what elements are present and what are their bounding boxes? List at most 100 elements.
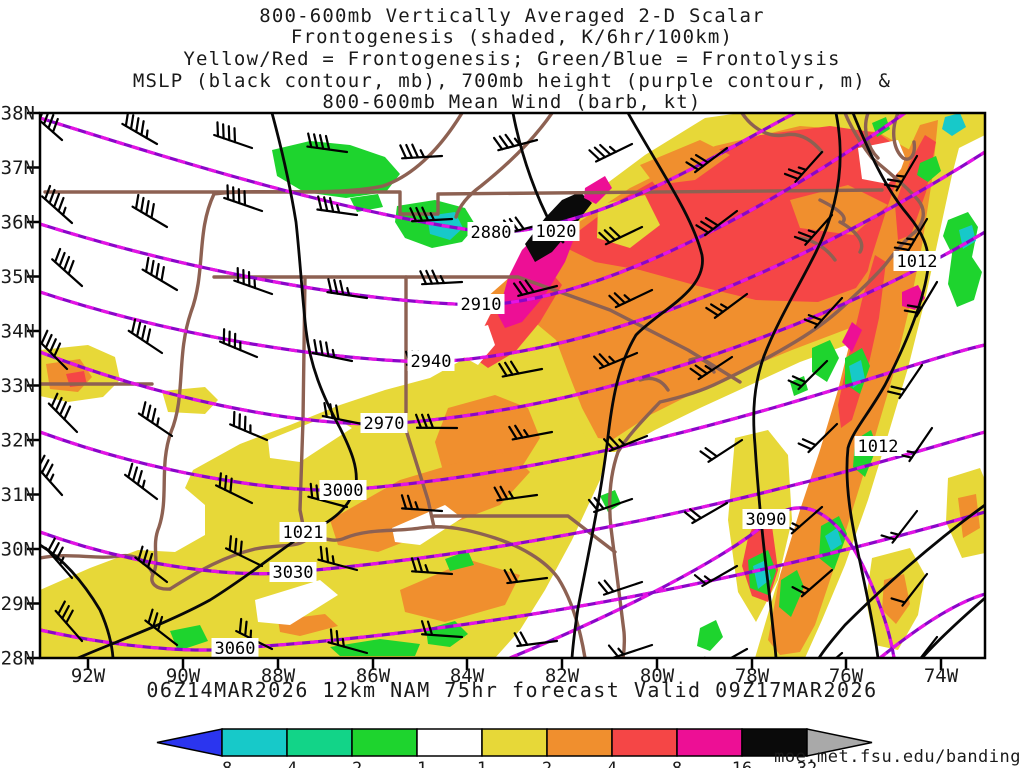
wind-barb: [593, 351, 639, 370]
geo-border: [212, 113, 464, 196]
wind-barb: [327, 628, 369, 655]
height-contour-dash: [878, 592, 985, 658]
lon-tick-label: 78W: [735, 665, 770, 687]
height-contour: [40, 430, 985, 576]
shaded-region-white: [460, 325, 495, 365]
shaded-region-green: [943, 212, 982, 307]
colorbar-segment: [546, 728, 613, 757]
colorbar-tick-label: -1: [407, 759, 427, 768]
lat-tick-label: 37N: [1, 157, 35, 179]
wind-barb: [787, 359, 829, 391]
wind-barb: [492, 133, 539, 152]
wind-barb: [44, 537, 74, 580]
wind-barb: [512, 279, 559, 297]
wind-barb: [214, 472, 254, 505]
wind-barb: [121, 113, 159, 146]
contour-label-box: [269, 562, 317, 582]
contour-label: 1012: [897, 252, 938, 272]
colorbar-tick-label: 16: [732, 759, 752, 768]
contour-label: 1021: [283, 523, 324, 543]
colorbar-segment: [416, 728, 483, 757]
contour-labels: 2880 1020 2910 2940 2970 3000 3030 3060 3090 1012…: [211, 221, 941, 659]
wind-barb: [919, 635, 939, 658]
geo-border: [891, 113, 917, 161]
lat-tick-label: 29N: [1, 593, 35, 615]
wind-barb: [887, 363, 924, 400]
lat-tick-label: 33N: [1, 375, 35, 397]
wind-barb: [685, 146, 729, 174]
wind-barb: [400, 494, 444, 513]
contour-label-box: [279, 522, 327, 542]
wind-barb: [141, 256, 179, 292]
shaded-region-white: [255, 580, 338, 625]
contour-label-box: [854, 436, 902, 456]
wind-barb: [797, 422, 839, 454]
wind-barb: [503, 568, 549, 585]
geo-border: [818, 198, 846, 224]
map-area: [40, 113, 985, 658]
wind-barb: [223, 184, 264, 213]
wind-barb: [695, 209, 739, 237]
shaded-region-cyan: [942, 113, 966, 136]
contour-label-box: [407, 351, 455, 371]
colorbar-tick-label: 32: [797, 759, 817, 768]
lon-tick-label: 82W: [545, 665, 580, 687]
height-contour-dash: [40, 343, 985, 492]
wind-barb: [213, 121, 254, 150]
wind-barb: [409, 206, 454, 223]
colorbar-right-arrow: [806, 728, 873, 757]
height-contour-dash: [40, 150, 985, 364]
lon-tick-label: 76W: [829, 665, 864, 687]
wind-barb: [224, 535, 264, 568]
lat-tick-label: 35N: [1, 266, 35, 288]
lat-tick-label: 28N: [1, 648, 35, 670]
contour-label: 1012: [858, 437, 899, 457]
wind-barb: [321, 401, 364, 426]
wind-barb: [689, 355, 734, 381]
lat-tick-label: 30N: [1, 539, 35, 561]
contour-label-box: [319, 480, 367, 500]
contour-label: 3090: [746, 510, 787, 530]
colorbar-segment: [286, 728, 353, 757]
wind-barb: [127, 318, 164, 355]
watermark-url: moe.met.fsu.edu/banding: [774, 747, 1021, 767]
lon-tick-label: 74W: [924, 665, 959, 687]
wind-barb: [399, 143, 444, 160]
title-line-5: 800-600mb Mean Wind (barb, kt): [322, 91, 701, 113]
wind-barb: [144, 608, 179, 647]
wind-barb: [134, 545, 169, 584]
geo-border: [740, 113, 824, 154]
wind-barb: [493, 485, 539, 502]
contour-label-box: [360, 413, 408, 433]
wind-barb: [131, 193, 169, 229]
wind-barb: [54, 600, 84, 643]
wind-barb: [233, 266, 274, 296]
wind-barb: [893, 217, 929, 255]
wind-barb: [41, 184, 74, 225]
colorbar-tick-label: -8: [212, 759, 232, 768]
lat-tick-label: 36N: [1, 212, 35, 234]
wind-barb: [693, 564, 739, 588]
wind-barb: [317, 545, 359, 572]
shaded-region-green: [917, 156, 941, 182]
mslp-contour: [570, 113, 704, 658]
colorbar: -8 -4 -2 -1 1 2 4 8 16 32: [156, 728, 873, 768]
wind-barb: [229, 410, 269, 442]
wind-barb: [47, 392, 79, 434]
lon-tick-label: 88W: [261, 665, 296, 687]
shaded-region-magenta: [584, 176, 612, 204]
wind-barb: [607, 643, 654, 658]
lon-tick-label: 90W: [166, 665, 201, 687]
lat-tick-label: 38N: [1, 103, 35, 125]
contour-label: 2940: [411, 352, 452, 372]
wind-barb: [414, 413, 459, 430]
contour-label-box: [742, 509, 790, 529]
shaded-region-white: [268, 415, 352, 462]
forecast-info-line: 06Z14MAR2026 12km NAM 75hr forecast Vali…: [146, 678, 877, 702]
contour-label-box: [893, 251, 941, 271]
shaded-region-yellow: [162, 387, 218, 414]
chart-title: 800-600mb Vertically Averaged 2-D Scalar…: [133, 5, 890, 113]
wind-barb: [705, 292, 749, 319]
axes: 38N 37N 36N 35N 34N 33N 32N 31N 30N 29N 28N 92W 90W 8…: [1, 103, 959, 688]
